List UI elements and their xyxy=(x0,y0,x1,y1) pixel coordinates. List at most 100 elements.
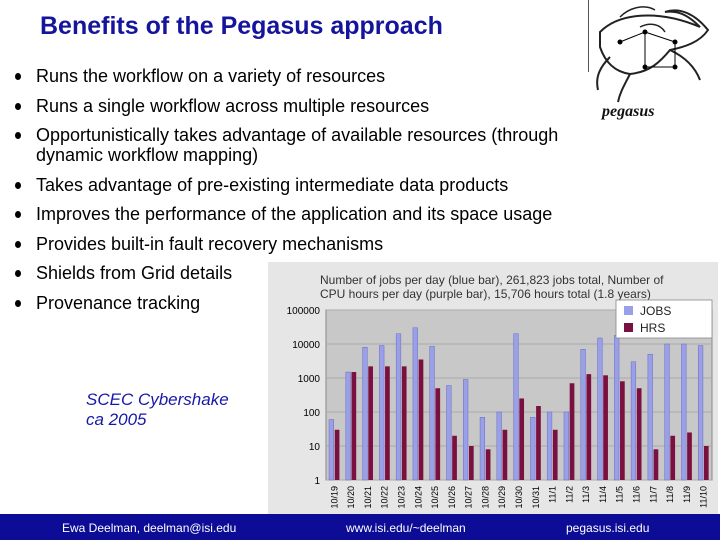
x-tick-label: 11/1 xyxy=(548,486,558,503)
legend-jobs-swatch xyxy=(624,306,633,315)
bullet-item: Improves the performance of the applicat… xyxy=(14,204,624,224)
logo-text: pegasus xyxy=(600,103,654,120)
y-tick-label: 100 xyxy=(303,408,320,419)
jobs-bar xyxy=(597,337,603,481)
bullet-item: Opportunistically takes advantage of ava… xyxy=(14,125,624,165)
jobs-chart: Number of jobs per day (blue bar), 261,8… xyxy=(268,262,718,514)
bullet-text: Runs a single workflow across multiple r… xyxy=(36,95,430,116)
x-tick-label: 10/24 xyxy=(413,486,423,509)
x-tick-label: 11/8 xyxy=(665,486,675,503)
x-tick-label: 10/23 xyxy=(397,486,407,509)
x-tick-label: 11/3 xyxy=(581,486,591,503)
jobs-bar xyxy=(513,333,519,481)
hrs-bar xyxy=(452,435,457,480)
jobs-bar xyxy=(647,353,653,481)
bullet-dot-icon xyxy=(15,240,21,248)
slide-title: Benefits of the Pegasus approach xyxy=(40,12,443,40)
y-tick-label: 10 xyxy=(309,442,321,453)
footer-author: Ewa Deelman, deelman@isi.edu xyxy=(62,521,237,535)
hrs-bar xyxy=(485,449,491,480)
hrs-bar xyxy=(687,432,692,480)
pegasus-logo-icon: pegasus xyxy=(596,6,710,120)
x-tick-label: 11/4 xyxy=(598,486,608,503)
chart-svg: Number of jobs per day (blue bar), 261,8… xyxy=(268,262,718,514)
bullet-dot-icon xyxy=(15,211,21,218)
jobs-bar xyxy=(530,417,536,481)
bullet-dot-icon xyxy=(15,181,21,189)
footer-website: www.isi.edu/~deelman xyxy=(346,521,466,535)
jobs-bar xyxy=(580,349,586,481)
hrs-bar xyxy=(385,366,390,480)
hrs-bar xyxy=(435,388,441,480)
jobs-bar xyxy=(496,411,502,481)
hrs-bar xyxy=(368,366,373,480)
x-tick-label: 10/31 xyxy=(531,486,541,509)
x-tick-label: 10/19 xyxy=(329,486,339,509)
legend-jobs-label: JOBS xyxy=(640,304,671,318)
bullet-text: Provenance tracking xyxy=(36,292,201,313)
bullet-dot-icon xyxy=(15,102,21,110)
footer-project-site: pegasus.isi.edu xyxy=(566,521,650,535)
bullet-list: Runs the workflow on a variety of resour… xyxy=(14,66,624,322)
jobs-bar xyxy=(664,343,670,481)
jobs-bar xyxy=(563,411,569,481)
legend-hrs-swatch xyxy=(624,323,633,332)
bullet-dot-icon xyxy=(15,299,21,307)
hrs-bar xyxy=(670,435,676,480)
hrs-bar xyxy=(502,429,508,480)
jobs-bar xyxy=(328,419,334,481)
x-tick-label: 10/29 xyxy=(497,486,507,509)
jobs-bar xyxy=(412,327,418,481)
chart-caption: SCEC Cybershake ca 2005 xyxy=(86,390,229,430)
bullet-text: Shields from Grid details xyxy=(36,263,233,283)
bullet-dot-icon xyxy=(15,270,21,277)
y-tick-label: 1000 xyxy=(298,374,321,385)
hrs-bar xyxy=(418,359,424,480)
x-tick-label: 11/6 xyxy=(631,486,641,503)
jobs-bar xyxy=(546,411,553,481)
legend-hrs-label: HRS xyxy=(640,321,665,335)
jobs-bar xyxy=(614,335,620,481)
hrs-bar xyxy=(351,372,357,480)
hrs-bar xyxy=(653,449,659,480)
x-tick-label: 10/20 xyxy=(346,486,356,509)
hrs-bar xyxy=(401,366,407,480)
jobs-bar xyxy=(362,347,368,481)
bullet-text: Provides built-in fault recovery mechani… xyxy=(36,233,384,254)
bullet-text: Takes advantage of pre-existing intermed… xyxy=(36,174,509,195)
hrs-bar xyxy=(569,383,575,480)
y-tick-label: 10000 xyxy=(292,340,320,351)
bullet-dot-icon xyxy=(15,132,21,139)
bullet-item: Runs a single workflow across multiple r… xyxy=(14,96,624,116)
x-tick-label: 10/26 xyxy=(447,486,457,509)
jobs-bar xyxy=(697,345,704,481)
x-tick-label: 10/22 xyxy=(380,486,390,509)
caption-line-1: SCEC Cybershake xyxy=(86,390,229,409)
hrs-bar xyxy=(620,381,625,480)
hrs-bar xyxy=(519,398,525,480)
x-tick-label: 11/10 xyxy=(699,486,709,508)
bullet-item: Takes advantage of pre-existing intermed… xyxy=(14,175,624,195)
x-tick-label: 10/21 xyxy=(363,486,373,509)
jobs-bar xyxy=(345,371,351,481)
jobs-bar xyxy=(681,343,687,481)
bullet-item: Provenance tracking xyxy=(14,293,624,313)
jobs-bar xyxy=(463,379,469,481)
caption-line-2: ca 2005 xyxy=(86,410,147,429)
hrs-bar xyxy=(536,406,541,480)
chart-title-line-2: CPU hours per day (purple bar), 15,706 h… xyxy=(320,287,651,301)
jobs-bar xyxy=(429,346,435,481)
bullet-item: Runs the workflow on a variety of resour… xyxy=(14,66,624,86)
x-tick-label: 10/30 xyxy=(514,486,524,509)
chart-title-line-1: Number of jobs per day (blue bar), 261,8… xyxy=(320,273,664,287)
x-tick-label: 11/2 xyxy=(564,486,574,503)
bullet-item: Shields from Grid details xyxy=(14,263,624,283)
x-tick-label: 10/28 xyxy=(480,486,490,509)
x-tick-label: 11/5 xyxy=(615,486,625,503)
divider xyxy=(588,0,589,72)
hrs-bar xyxy=(552,429,558,480)
jobs-bar xyxy=(479,417,486,481)
hrs-bar xyxy=(586,374,592,480)
hrs-bar xyxy=(334,429,340,480)
footer-bar: Ewa Deelman, deelman@isi.edu www.isi.edu… xyxy=(0,514,720,540)
